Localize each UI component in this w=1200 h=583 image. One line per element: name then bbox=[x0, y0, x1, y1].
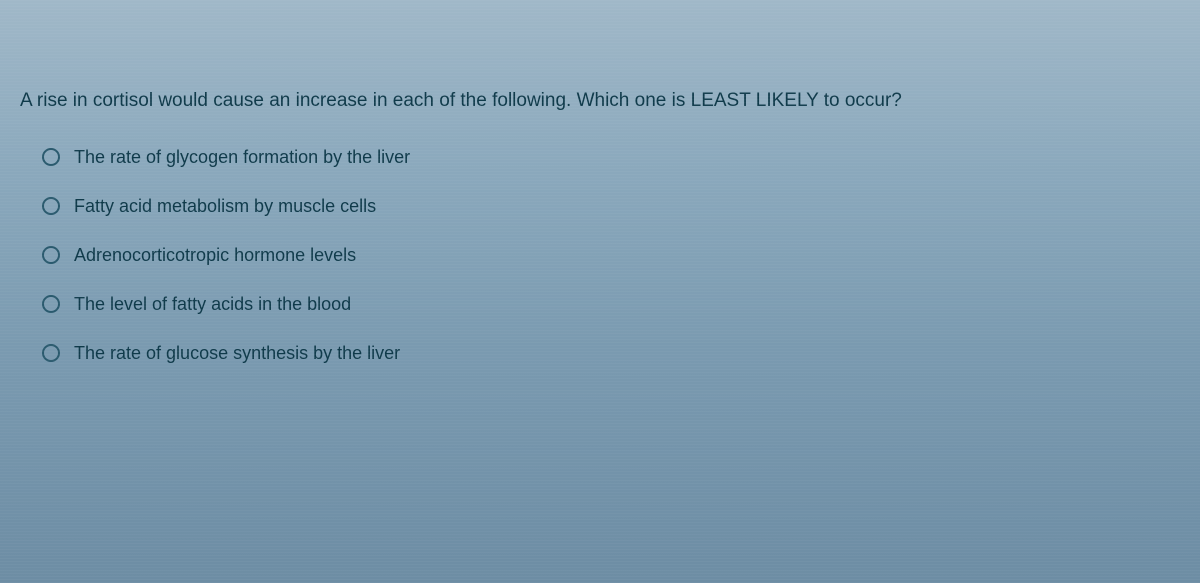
option-label: Fatty acid metabolism by muscle cells bbox=[74, 196, 376, 217]
question-prompt: A rise in cortisol would cause an increa… bbox=[20, 88, 1180, 115]
option-row[interactable]: Fatty acid metabolism by muscle cells bbox=[42, 196, 1180, 217]
radio-icon[interactable] bbox=[42, 295, 60, 313]
option-label: The rate of glycogen formation by the li… bbox=[74, 147, 410, 168]
radio-icon[interactable] bbox=[42, 148, 60, 166]
options-group: The rate of glycogen formation by the li… bbox=[20, 147, 1180, 364]
radio-icon[interactable] bbox=[42, 246, 60, 264]
option-row[interactable]: The rate of glycogen formation by the li… bbox=[42, 147, 1180, 168]
option-label: The rate of glucose synthesis by the liv… bbox=[74, 343, 400, 364]
option-label: Adrenocorticotropic hormone levels bbox=[74, 245, 356, 266]
option-row[interactable]: The rate of glucose synthesis by the liv… bbox=[42, 343, 1180, 364]
option-row[interactable]: The level of fatty acids in the blood bbox=[42, 294, 1180, 315]
option-label: The level of fatty acids in the blood bbox=[74, 294, 351, 315]
option-row[interactable]: Adrenocorticotropic hormone levels bbox=[42, 245, 1180, 266]
radio-icon[interactable] bbox=[42, 344, 60, 362]
radio-icon[interactable] bbox=[42, 197, 60, 215]
